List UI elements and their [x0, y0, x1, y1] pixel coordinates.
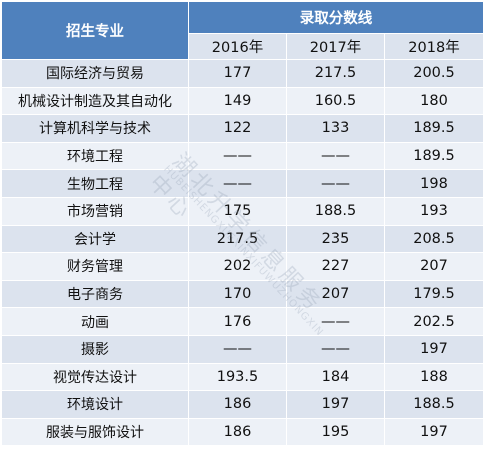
table-row: 环境工程 —— —— 189.5	[1, 141, 484, 171]
cell-score-2018: 198	[384, 169, 484, 198]
header-year-2016: 2016年	[188, 33, 287, 60]
cell-major: 视觉传达设计	[1, 362, 189, 392]
header-year-2018: 2018年	[384, 33, 484, 60]
cell-score-2018: 188	[384, 362, 484, 392]
cell-score-2017: ——	[286, 169, 385, 198]
cell-major: 机械设计制造及其自动化	[1, 86, 189, 116]
cell-score-2016: ——	[188, 334, 287, 364]
cell-score-2017: 227	[286, 252, 385, 281]
cell-score-2016: 186	[188, 390, 287, 419]
cell-score-2017: 160.5	[286, 86, 385, 116]
cell-score-2016: ——	[188, 141, 287, 171]
table-row: 视觉传达设计 193.5 184 188	[1, 362, 484, 392]
table-header: 招生专业 录取分数线 2016年 2017年 2018年	[1, 1, 484, 60]
cell-major: 生物工程	[1, 169, 189, 198]
cell-score-2018: 202.5	[384, 307, 484, 336]
cell-score-2017: 195	[286, 417, 385, 447]
header-major: 招生专业	[1, 1, 189, 60]
table-body: 国际经济与贸易 177 217.5 200.5 机械设计制造及其自动化 149 …	[1, 59, 484, 447]
cell-score-2018: 207	[384, 252, 484, 281]
admission-score-table: 招生专业 录取分数线 2016年 2017年 2018年 国际经济与贸易 177…	[1, 1, 484, 447]
cell-score-2018: 179.5	[384, 279, 484, 309]
cell-score-2017: ——	[286, 141, 385, 171]
table-row: 环境设计 186 197 188.5	[1, 390, 484, 419]
cell-score-2017: 188.5	[286, 196, 385, 226]
cell-score-2018: 189.5	[384, 114, 484, 143]
cell-score-2017: 217.5	[286, 59, 385, 88]
cell-score-2017: 184	[286, 362, 385, 392]
cell-score-2018: 197	[384, 334, 484, 364]
cell-score-2016: 149	[188, 86, 287, 116]
cell-score-2016: 176	[188, 307, 287, 336]
table-row: 市场营销 175 188.5 193	[1, 196, 484, 226]
cell-major: 摄影	[1, 334, 189, 364]
cell-major: 环境工程	[1, 141, 189, 171]
cell-score-2017: ——	[286, 334, 385, 364]
cell-major: 电子商务	[1, 279, 189, 309]
cell-score-2016: 177	[188, 59, 287, 88]
cell-score-2018: 189.5	[384, 141, 484, 171]
cell-score-2017: 133	[286, 114, 385, 143]
cell-score-2017: 235	[286, 224, 385, 254]
cell-score-2017: 207	[286, 279, 385, 309]
table-row: 财务管理 202 227 207	[1, 252, 484, 281]
header-score-group: 录取分数线	[188, 1, 484, 34]
cell-major: 财务管理	[1, 252, 189, 281]
cell-score-2018: 208.5	[384, 224, 484, 254]
cell-score-2016: 122	[188, 114, 287, 143]
table-row: 机械设计制造及其自动化 149 160.5 180	[1, 86, 484, 116]
cell-score-2017: ——	[286, 307, 385, 336]
cell-score-2016: ——	[188, 169, 287, 198]
cell-score-2016: 170	[188, 279, 287, 309]
cell-major: 动画	[1, 307, 189, 336]
table-row: 电子商务 170 207 179.5	[1, 279, 484, 309]
table-row: 动画 176 —— 202.5	[1, 307, 484, 336]
cell-major: 服装与服饰设计	[1, 417, 189, 447]
cell-score-2016: 217.5	[188, 224, 287, 254]
header-year-2017: 2017年	[286, 33, 385, 60]
cell-score-2018: 193	[384, 196, 484, 226]
cell-score-2016: 193.5	[188, 362, 287, 392]
cell-major: 环境设计	[1, 390, 189, 419]
cell-score-2016: 202	[188, 252, 287, 281]
table-row: 会计学 217.5 235 208.5	[1, 224, 484, 254]
table-row: 摄影 —— —— 197	[1, 334, 484, 364]
cell-score-2018: 197	[384, 417, 484, 447]
table-row: 国际经济与贸易 177 217.5 200.5	[1, 59, 484, 88]
cell-score-2018: 200.5	[384, 59, 484, 88]
cell-major: 国际经济与贸易	[1, 59, 189, 88]
table-row: 服装与服饰设计 186 195 197	[1, 417, 484, 447]
table-row: 生物工程 —— —— 198	[1, 169, 484, 198]
cell-major: 计算机科学与技术	[1, 114, 189, 143]
cell-score-2016: 186	[188, 417, 287, 447]
cell-score-2017: 197	[286, 390, 385, 419]
cell-score-2018: 188.5	[384, 390, 484, 419]
cell-major: 会计学	[1, 224, 189, 254]
cell-major: 市场营销	[1, 196, 189, 226]
table-row: 计算机科学与技术 122 133 189.5	[1, 114, 484, 143]
cell-score-2016: 175	[188, 196, 287, 226]
cell-score-2018: 180	[384, 86, 484, 116]
